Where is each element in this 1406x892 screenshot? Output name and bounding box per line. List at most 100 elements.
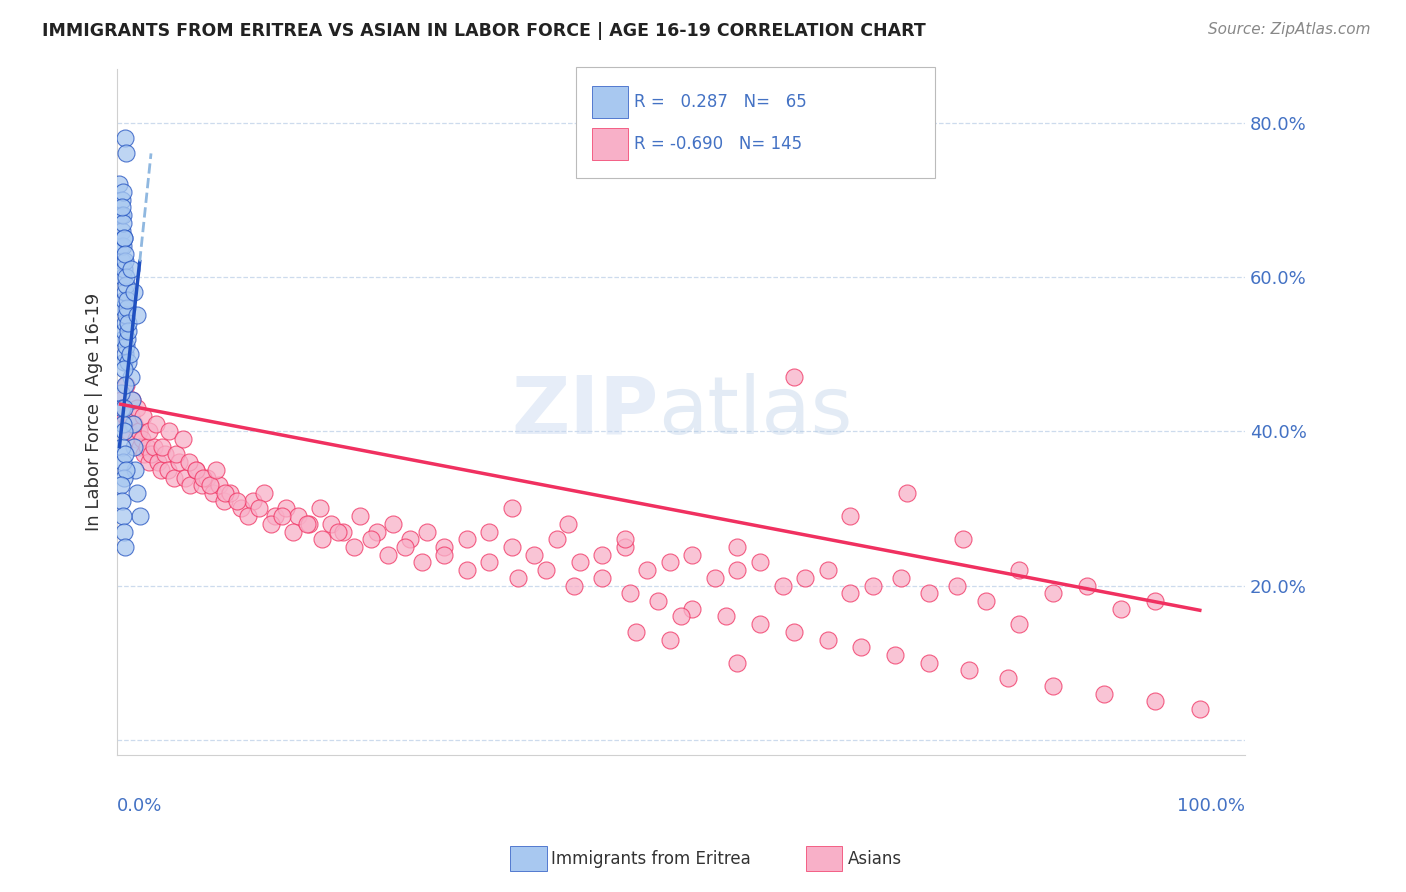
Point [918, 656, 941, 670]
Point [546, 533, 568, 547]
Point [117, 324, 139, 338]
Point [110, 239, 132, 253]
Point [214, 493, 236, 508]
Point [225, 493, 247, 508]
Point [115, 309, 138, 323]
Point [749, 556, 772, 570]
Point [896, 486, 918, 500]
Point [839, 586, 862, 600]
Point [1188, 702, 1211, 716]
Point [143, 440, 166, 454]
Point [117, 316, 139, 330]
Point [110, 478, 132, 492]
Point [110, 208, 132, 222]
Point [191, 470, 214, 484]
Point [783, 624, 806, 639]
Point [156, 463, 179, 477]
Point [128, 440, 150, 454]
Point [619, 586, 641, 600]
Point [111, 269, 134, 284]
Point [749, 617, 772, 632]
Point [117, 293, 139, 307]
Point [647, 594, 669, 608]
Point [456, 563, 478, 577]
Point [167, 455, 190, 469]
Point [501, 540, 523, 554]
Point [114, 409, 136, 423]
Point [111, 193, 134, 207]
Point [115, 463, 138, 477]
Point [115, 146, 138, 161]
Point [236, 509, 259, 524]
Point [377, 548, 399, 562]
Point [122, 417, 145, 431]
Point [839, 509, 862, 524]
Point [725, 540, 748, 554]
Point [311, 533, 333, 547]
Point [281, 524, 304, 539]
Point [138, 455, 160, 469]
Point [150, 463, 173, 477]
Point [122, 417, 145, 431]
Point [112, 401, 135, 415]
Point [111, 223, 134, 237]
Point [124, 463, 146, 477]
Point [946, 578, 969, 592]
Point [794, 571, 817, 585]
Point [349, 509, 371, 524]
Point [862, 578, 884, 592]
Point [523, 548, 546, 562]
Point [114, 285, 136, 300]
Point [114, 447, 136, 461]
Point [382, 516, 405, 531]
Point [534, 563, 557, 577]
Point [117, 355, 139, 369]
Point [150, 440, 173, 454]
Point [506, 571, 529, 585]
Point [114, 131, 136, 145]
Point [173, 470, 195, 484]
Point [231, 501, 253, 516]
Point [591, 571, 613, 585]
Point [112, 231, 135, 245]
Point [624, 624, 647, 639]
Point [121, 393, 143, 408]
Point [111, 509, 134, 524]
Point [501, 501, 523, 516]
Point [114, 347, 136, 361]
Point [139, 447, 162, 461]
Point [259, 516, 281, 531]
Point [135, 440, 157, 454]
Point [111, 455, 134, 469]
Point [298, 516, 321, 531]
Point [399, 533, 422, 547]
Point [884, 648, 907, 662]
Point [433, 540, 456, 554]
Text: Source: ZipAtlas.com: Source: ZipAtlas.com [1208, 22, 1371, 37]
Point [108, 178, 131, 192]
Point [111, 332, 134, 346]
Point [636, 563, 658, 577]
Point [658, 556, 681, 570]
Point [111, 493, 134, 508]
Point [681, 548, 703, 562]
Point [1143, 694, 1166, 708]
Point [613, 533, 636, 547]
Point [120, 262, 142, 277]
Point [783, 370, 806, 384]
Point [114, 378, 136, 392]
Point [153, 447, 176, 461]
Point [111, 401, 134, 415]
Point [184, 463, 207, 477]
Point [117, 301, 139, 315]
Point [110, 393, 132, 408]
Point [128, 509, 150, 524]
Point [115, 277, 138, 292]
Point [111, 401, 134, 415]
Point [115, 378, 138, 392]
Point [242, 493, 264, 508]
Point [202, 486, 225, 500]
Point [270, 509, 292, 524]
Point [456, 533, 478, 547]
Point [703, 571, 725, 585]
